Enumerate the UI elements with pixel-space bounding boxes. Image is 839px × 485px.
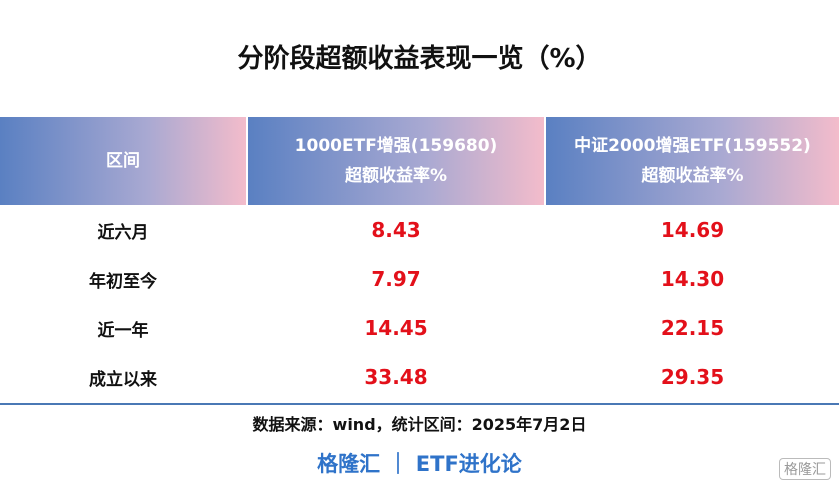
row-label: 近一年 — [97, 320, 149, 341]
value: 8.43 — [371, 218, 421, 242]
row-label: 年初至今 — [89, 271, 157, 292]
header-cell: 1000ETF增强(159680) 超额收益率% — [248, 117, 544, 205]
row-label: 近六月 — [97, 222, 149, 243]
value: 14.69 — [660, 218, 725, 242]
value: 7.97 — [371, 267, 421, 291]
watermark: 格隆汇 — [779, 458, 831, 480]
header-text: 超额收益率% — [641, 166, 744, 186]
header-text: 中证2000增强ETF(159552) — [574, 136, 811, 156]
title: 分阶段超额收益表现一览（%） — [237, 44, 602, 74]
row-label: 成立以来 — [89, 369, 157, 390]
value: 22.15 — [660, 316, 725, 340]
value: 33.48 — [364, 365, 428, 389]
value: 14.30 — [660, 267, 725, 291]
header-cell: 区间 — [0, 117, 246, 205]
header-text: 超额收益率% — [344, 166, 448, 186]
header-cell: 中证2000增强ETF(159552) 超额收益率% — [546, 117, 839, 205]
header-text: 1000ETF增强(159680) — [294, 136, 498, 156]
header-text: 区间 — [106, 151, 140, 171]
divider — [0, 403, 839, 405]
value: 14.45 — [364, 316, 428, 340]
value: 29.35 — [660, 365, 725, 389]
source: 数据来源：wind，统计区间：2025年7月2日 — [252, 415, 587, 434]
footer: 格隆汇 ｜ ETF进化论 — [317, 452, 522, 476]
